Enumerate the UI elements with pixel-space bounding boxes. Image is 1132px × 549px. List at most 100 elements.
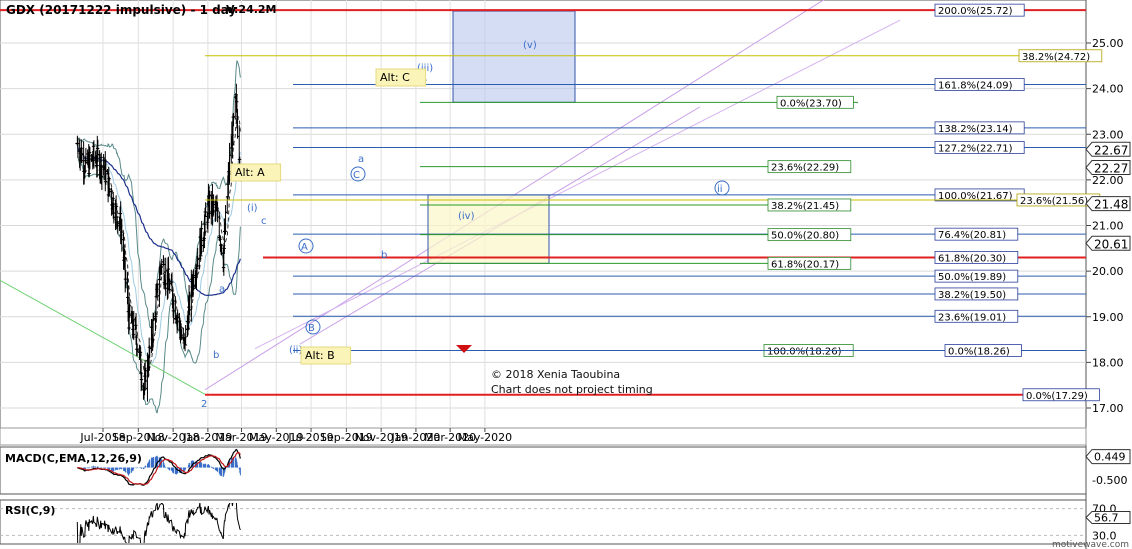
wave-label-text: b [213,350,219,361]
macd-signal-line [77,452,241,486]
macd-value-label: 0.449 [1094,451,1126,464]
y-tick-label: 22.00 [1092,174,1124,187]
fib-label: 161.8%(24.09) [938,81,1013,92]
fib-label: 138.2%(23.14) [938,124,1013,135]
wave-label-text: c [261,216,267,227]
wave-label: a [219,284,225,295]
watermark: motivewave.com [1052,540,1129,549]
fib-label: 23.6%(22.29) [771,163,839,174]
x-tick-label: Nov-2019 [355,431,408,444]
wave-label-text: b [381,250,387,261]
wave-label-text: (iv) [458,211,475,222]
fib-label-box [767,256,852,270]
rsi-value-marker [1085,511,1131,525]
rsi-line [0,503,1086,543]
wave-label: (iv) [458,211,475,222]
fib-label: 100.0%(18.26) [767,347,842,358]
wave-label: b [381,250,387,261]
wave-label: A [298,238,314,254]
fib-label-box [934,121,1025,135]
fib-label-box [767,160,852,174]
fib-label: 100.0%(21.67) [938,191,1013,202]
rsi-panel [0,499,1087,545]
macd-value-marker [1085,449,1131,465]
overlays [0,0,901,414]
fib-label-box [934,141,1025,154]
y-tick-label: 20.00 [1092,265,1124,278]
bollinger-lower [76,143,241,414]
rsi-tick-30: 30.0 [1092,529,1117,542]
y-tick-label: 24.00 [1092,83,1124,96]
wave-label: a [358,154,364,165]
y-tick-label: 25.00 [1092,37,1124,50]
x-axis-strip [0,427,1087,446]
wave-label-text: Alt: C [380,71,410,84]
x-tick-label: Jul-2019 [287,431,333,444]
wave-label-box [300,346,352,365]
wave-label-text: a [219,284,225,295]
fib-label-box [1022,388,1100,402]
fib-label-box [776,95,854,109]
price-marker [1085,141,1131,157]
x-tick-label: Jul-2018 [79,431,125,444]
wave-label: Alt: C [375,68,427,87]
chart-title: GDX (20171222 impulsive) - 1 day [6,3,236,17]
price-marker-label: 22.67 [1094,143,1128,157]
fib-label: 127.2%(22.71) [938,143,1013,154]
wave-label: C [350,166,366,182]
target-box-v [452,10,576,103]
y-tick-label: 21.00 [1092,220,1124,233]
x-tick-label: Mar-2020 [424,431,476,444]
fib-label: 38.2%(24.72) [1022,52,1090,63]
rsi-value-label: 56.7 [1094,512,1119,525]
y-tick-label: 23.00 [1092,128,1124,141]
y-tick-label: 18.00 [1092,356,1124,369]
y-axis-ticks: 17.00 18.00 19.00 20.00 21.00 22.00 23.00 24.00… [1085,37,1131,415]
wave-label-box [230,163,282,182]
wave-label: (i) [247,203,258,214]
x-tick-label: Nov-2018 [147,431,200,444]
fib-label: 76.4%(20.81) [938,230,1006,241]
fib-label-box [934,269,1019,283]
copyright-text: © 2018 Xenia Taoubina [491,368,620,381]
target-box-iv [427,194,550,264]
price-marker [1085,160,1131,176]
wave-label: Alt: A [230,163,282,182]
fib-label: 0.0%(23.70) [780,98,842,109]
wave-label-text: (ii) [289,345,302,356]
fib-label-box [934,3,1025,17]
fib-label-box [934,78,1025,91]
fib-label: 61.8%(20.17) [771,259,839,270]
wave-label-text: A [301,242,308,253]
fib-label-box [767,228,852,242]
fib-label-box [767,198,852,212]
y-tick-label: 17.00 [1092,402,1124,415]
macd-panel [0,446,1087,495]
y-tick-label: 19.00 [1092,311,1124,324]
trend-line-green [0,279,206,395]
fib-label: 0.0%(17.29) [1026,391,1088,402]
wave-label-text: Alt: A [235,166,265,179]
timing-note: Chart does not project timing [491,383,653,396]
wave-label-text: (i) [247,203,258,214]
x-tick-label: May-2019 [249,431,304,444]
wave-label-circle [350,166,366,182]
price-marker [1085,235,1131,251]
wave-label: ii [714,180,730,196]
target-marker [456,345,472,353]
x-axis-ticks: Jul-2018Sep-2018Nov-2018Jan-2019Mar-2019… [79,428,512,444]
fib-label: 38.2%(19.50) [938,290,1006,301]
fib-label: 38.2%(21.45) [771,201,839,212]
price-marker [1085,196,1131,212]
wave-label-box [375,68,427,87]
volume-label: V:24.2M [226,3,277,16]
wave-label-text: (v) [523,40,537,51]
wave-label: Alt: B [300,346,352,365]
fib-label: 200.0%(25.72) [938,6,1013,17]
candles [75,83,243,402]
x-tick-label: Sep-2018 [112,431,165,444]
